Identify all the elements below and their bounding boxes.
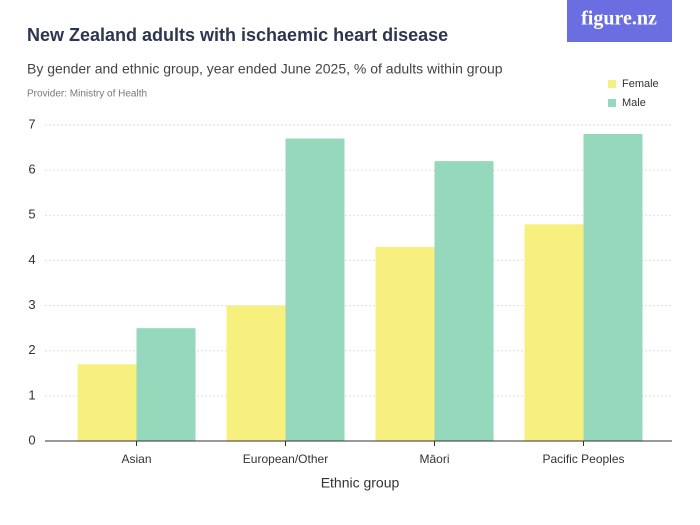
y-tick-label: 1 (28, 387, 35, 402)
y-tick-label: 4 (28, 252, 35, 267)
logo-box (567, 0, 672, 42)
logo: figure.nz (581, 8, 657, 30)
x-tick-label: Māori (419, 452, 449, 466)
x-tick-label: Pacific Peoples (542, 452, 624, 466)
chart-title: New Zealand adults with ischaemic heart … (27, 25, 448, 45)
bar (136, 328, 196, 441)
y-tick-label: 2 (28, 342, 35, 357)
y-tick-label: 3 (28, 297, 35, 312)
y-tick-label: 0 (28, 432, 35, 447)
provider: Provider: Ministry of Health (27, 89, 147, 100)
bar (77, 364, 137, 441)
bar (285, 138, 345, 442)
legend-swatch (608, 80, 616, 88)
bar (583, 134, 643, 441)
legend-label: Female (622, 78, 659, 90)
y-tick-label: 7 (28, 116, 35, 131)
chart-subtitle: By gender and ethnic group, year ended J… (27, 61, 503, 77)
x-tick-label: Asian (121, 452, 151, 466)
legend-label: Male (622, 97, 646, 109)
bar (226, 305, 286, 441)
x-axis-label: Ethnic group (321, 475, 400, 491)
bar (524, 224, 584, 441)
y-tick-label: 6 (28, 162, 35, 177)
bar (434, 161, 494, 441)
x-tick-label: European/Other (243, 452, 328, 466)
y-tick-label: 5 (28, 207, 35, 222)
bar (375, 246, 435, 441)
legend-swatch (608, 99, 616, 107)
